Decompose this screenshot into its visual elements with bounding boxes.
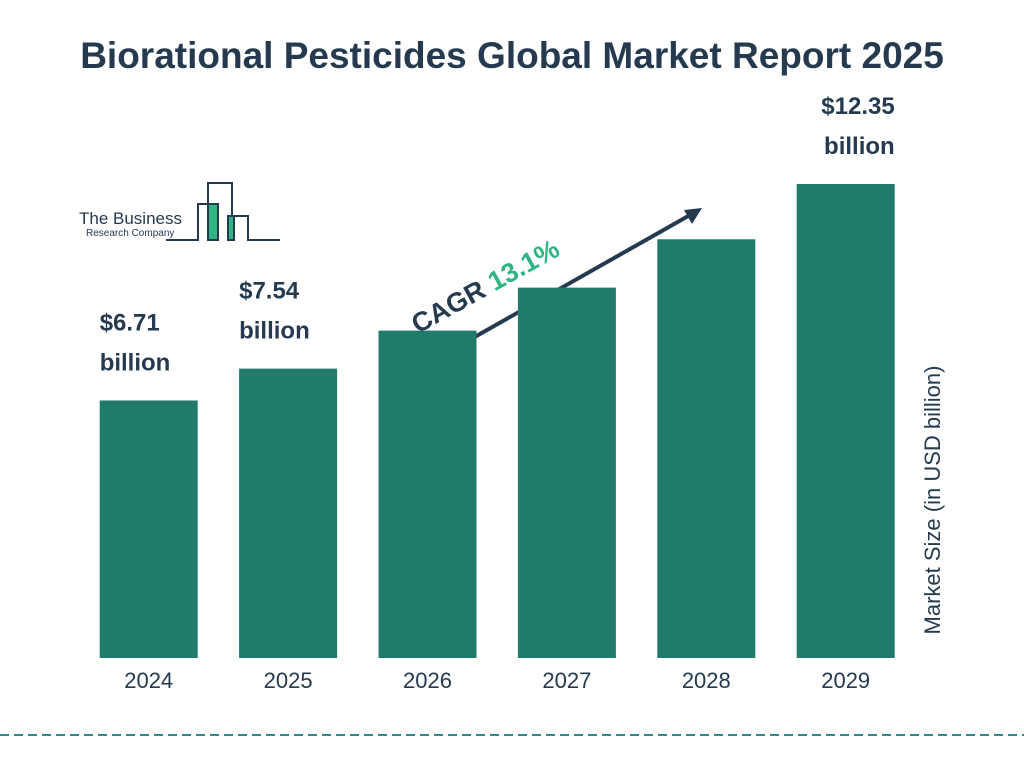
bar [657, 239, 756, 659]
value-label-line: $12.35 [821, 93, 894, 120]
cagr-value: 13.1% [483, 233, 565, 296]
logo-outline [166, 182, 280, 241]
x-tick-label: 2024 [124, 668, 173, 693]
logo [166, 182, 280, 241]
bar [378, 330, 477, 658]
logo-subname: Research Company [86, 228, 174, 239]
y-axis-label: Market Size (in USD billion) [920, 366, 945, 635]
value-label-line: billion [239, 318, 310, 345]
logo-name: The Business [79, 209, 182, 228]
logo-bar [207, 203, 219, 241]
value-label-line: $6.71 [100, 309, 160, 336]
chart-title: Biorational Pesticides Global Market Rep… [80, 35, 944, 76]
bar [517, 287, 616, 658]
x-tick-label: 2025 [264, 668, 313, 693]
value-label: $12.35 billion [821, 93, 894, 160]
x-tick-label: 2028 [682, 668, 731, 693]
x-tick-label: 2026 [403, 668, 452, 693]
value-label-line: $7.54 [239, 278, 300, 305]
cagr-arrowhead [684, 208, 702, 224]
cagr-label: CAGR [406, 274, 490, 339]
bar [99, 400, 198, 658]
bar [796, 184, 895, 658]
value-label-line: billion [100, 349, 171, 376]
logo-bar [227, 215, 235, 241]
value-label-line: billion [824, 133, 895, 160]
x-tick-label: 2027 [542, 668, 591, 693]
bar [239, 368, 338, 658]
value-label: $7.54 billion [239, 278, 310, 345]
x-tick-label: 2029 [821, 668, 870, 693]
value-label: $6.71 billion [100, 309, 171, 376]
